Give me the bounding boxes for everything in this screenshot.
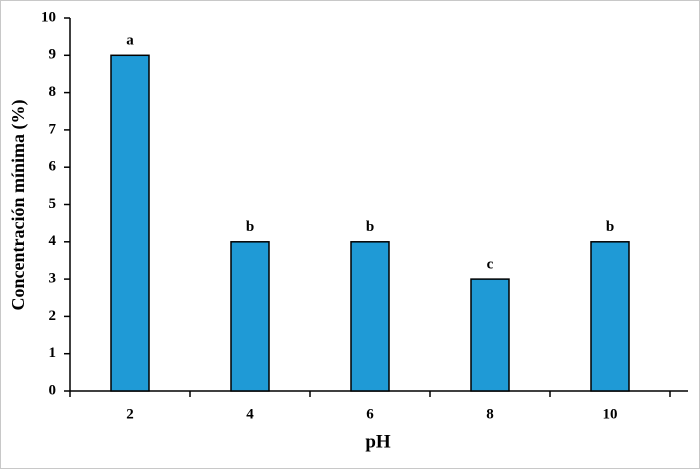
bar bbox=[350, 241, 390, 392]
group-label: b bbox=[366, 219, 374, 235]
y-tick-label: 5 bbox=[49, 196, 57, 212]
y-tick-label: 10 bbox=[41, 9, 56, 25]
y-tick-label: 4 bbox=[49, 233, 57, 249]
bar bbox=[230, 241, 270, 392]
y-tick-label: 0 bbox=[49, 382, 57, 398]
y-tick-label: 9 bbox=[49, 47, 57, 63]
bar bbox=[470, 278, 510, 392]
group-label: b bbox=[606, 219, 614, 235]
x-axis-label: pH bbox=[365, 431, 391, 452]
y-tick-label: 8 bbox=[49, 84, 57, 100]
bar bbox=[110, 54, 150, 392]
x-tick-label: 2 bbox=[126, 406, 134, 422]
group-label: c bbox=[487, 257, 494, 273]
x-tick-label: 4 bbox=[246, 406, 254, 422]
y-tick-label: 2 bbox=[49, 308, 57, 324]
group-label: a bbox=[126, 33, 134, 49]
y-tick-label: 7 bbox=[49, 121, 57, 137]
y-axis-label: Concentración mínima (%) bbox=[8, 100, 29, 311]
x-tick-label: 10 bbox=[603, 406, 618, 422]
y-tick-label: 6 bbox=[49, 159, 57, 175]
x-tick-label: 6 bbox=[366, 406, 374, 422]
bar bbox=[590, 241, 630, 392]
y-tick-label: 3 bbox=[49, 271, 57, 287]
y-tick-label: 1 bbox=[49, 345, 57, 361]
group-label: b bbox=[246, 219, 254, 235]
x-tick-label: 8 bbox=[486, 406, 494, 422]
